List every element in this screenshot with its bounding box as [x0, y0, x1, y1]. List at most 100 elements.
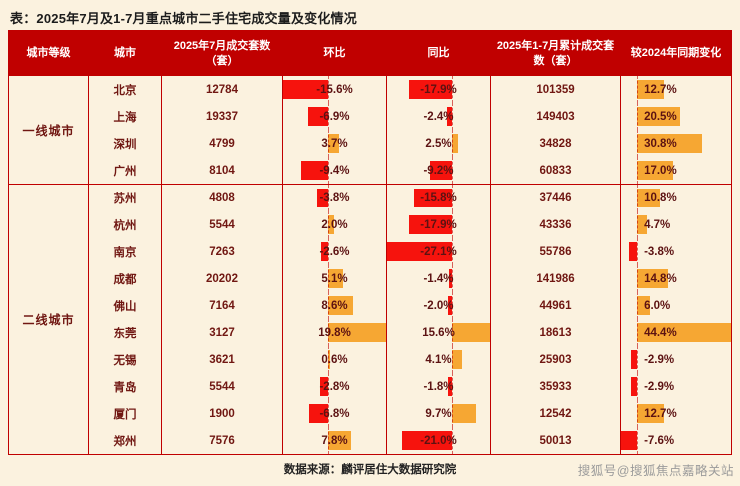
zero-axis-line	[452, 427, 454, 454]
percent-value: 5.1%	[321, 272, 348, 285]
positive-data-bar	[637, 161, 674, 180]
jul-units-cell: 5544	[162, 373, 283, 400]
zero-axis-line	[328, 103, 330, 130]
zero-axis-line	[452, 211, 454, 238]
cumulative-units-cell: 12542	[491, 400, 621, 427]
percent-value: 2.0%	[321, 218, 348, 231]
zero-axis-line	[452, 103, 454, 130]
city-cell: 成都	[89, 265, 162, 292]
zero-axis-line	[328, 319, 330, 346]
zero-axis-line	[328, 130, 330, 157]
mom-bar-cell: 2.0%	[283, 211, 387, 238]
housing-transactions-table: 城市等级 城市 2025年7月成交套数（套） 环比 同比 2025年1-7月累计成交套数（…	[8, 30, 732, 455]
cumulative-units-cell: 60833	[491, 157, 621, 184]
percent-value: 12.7%	[644, 83, 677, 96]
zero-axis-line	[452, 238, 454, 265]
zero-axis-line	[328, 373, 330, 400]
cumulative-units-cell: 44961	[491, 292, 621, 319]
mom-bar-cell: 3.7%	[283, 130, 387, 157]
positive-data-bar	[452, 350, 463, 369]
zero-axis-line	[452, 292, 454, 319]
cumulative-units-cell: 149403	[491, 103, 621, 130]
positive-data-bar	[328, 269, 344, 288]
mom-bar-cell: 19.8%	[283, 319, 387, 346]
yoy-bar-cell: -1.8%	[387, 373, 491, 400]
zero-axis-line	[328, 238, 330, 265]
percent-value: 19.8%	[318, 326, 351, 339]
zero-axis-line	[452, 319, 454, 346]
column-header-3: 环比	[283, 31, 387, 76]
mom-bar-cell: -6.9%	[283, 103, 387, 130]
jul-units-cell: 5544	[162, 211, 283, 238]
jul-units-cell: 7576	[162, 427, 283, 454]
negative-data-bar	[409, 215, 453, 234]
percent-value: 4.7%	[644, 218, 671, 231]
percent-value: -1.8%	[423, 380, 454, 393]
column-header-5: 2025年1-7月累计成交套数（套）	[491, 31, 621, 76]
zero-axis-line	[328, 346, 330, 373]
percent-value: -2.0%	[423, 299, 454, 312]
percent-value: -2.9%	[644, 380, 675, 393]
positive-data-bar	[637, 134, 703, 153]
negative-data-bar	[308, 404, 329, 423]
zero-axis-line	[637, 185, 639, 211]
yoy-bar-cell: -27.1%	[387, 238, 491, 265]
yoy-bar-cell: -15.8%	[387, 184, 491, 211]
vs_2024-bar-cell: 12.7%	[621, 76, 731, 103]
vs_2024-bar-cell: 20.5%	[621, 103, 731, 130]
column-header-1: 城市	[89, 31, 162, 76]
mom-bar-cell: -6.8%	[283, 400, 387, 427]
city-cell: 厦门	[89, 400, 162, 427]
city-cell: 青岛	[89, 373, 162, 400]
positive-data-bar	[328, 134, 340, 153]
jul-units-cell: 4808	[162, 184, 283, 211]
percent-value: -3.8%	[319, 192, 350, 204]
yoy-bar-cell: 4.1%	[387, 346, 491, 373]
percent-value: 8.6%	[321, 299, 348, 312]
negative-data-bar	[320, 242, 329, 261]
zero-axis-line	[328, 265, 330, 292]
positive-data-bar	[328, 296, 354, 315]
zero-axis-line	[637, 211, 639, 238]
positive-data-bar	[637, 404, 664, 423]
negative-data-bar	[448, 269, 453, 288]
vs_2024-bar-cell: -3.8%	[621, 238, 731, 265]
cumulative-units-cell: 141986	[491, 265, 621, 292]
cumulative-units-cell: 43336	[491, 211, 621, 238]
percent-value: 30.8%	[644, 137, 677, 150]
mom-bar-cell: -2.8%	[283, 373, 387, 400]
percent-value: 7.8%	[321, 434, 348, 447]
percent-value: 6.0%	[644, 299, 671, 312]
percent-value: -6.8%	[319, 407, 350, 420]
negative-data-bar	[430, 161, 453, 180]
zero-axis-line	[637, 319, 639, 346]
percent-value: 3.7%	[321, 137, 348, 150]
positive-data-bar	[637, 323, 731, 342]
zero-axis-line	[328, 157, 330, 184]
city-cell: 杭州	[89, 211, 162, 238]
zero-axis-line	[328, 211, 330, 238]
cumulative-units-cell: 37446	[491, 184, 621, 211]
city-cell: 北京	[89, 76, 162, 103]
vs_2024-bar-cell: 4.7%	[621, 211, 731, 238]
percent-value: -3.8%	[644, 245, 675, 258]
cumulative-units-cell: 35933	[491, 373, 621, 400]
zero-axis-line	[637, 265, 639, 292]
mom-bar-cell: -2.6%	[283, 238, 387, 265]
cumulative-units-cell: 18613	[491, 319, 621, 346]
percent-value: -17.9%	[420, 218, 457, 231]
positive-data-bar	[637, 189, 660, 207]
percent-value: -9.2%	[423, 164, 454, 177]
percent-value: 14.8%	[644, 272, 677, 285]
positive-data-bar	[452, 404, 476, 423]
tier-cell-一线城市: 一线城市	[9, 76, 89, 184]
positive-data-bar	[637, 296, 650, 315]
positive-data-bar	[637, 80, 664, 99]
percent-value: 20.5%	[644, 110, 677, 123]
percent-value: -1.4%	[423, 272, 454, 285]
zero-axis-line	[637, 346, 639, 373]
percent-value: 17.0%	[644, 164, 677, 177]
mom-bar-cell: -15.6%	[283, 76, 387, 103]
percent-value: -7.6%	[644, 434, 675, 447]
positive-data-bar	[328, 431, 352, 450]
